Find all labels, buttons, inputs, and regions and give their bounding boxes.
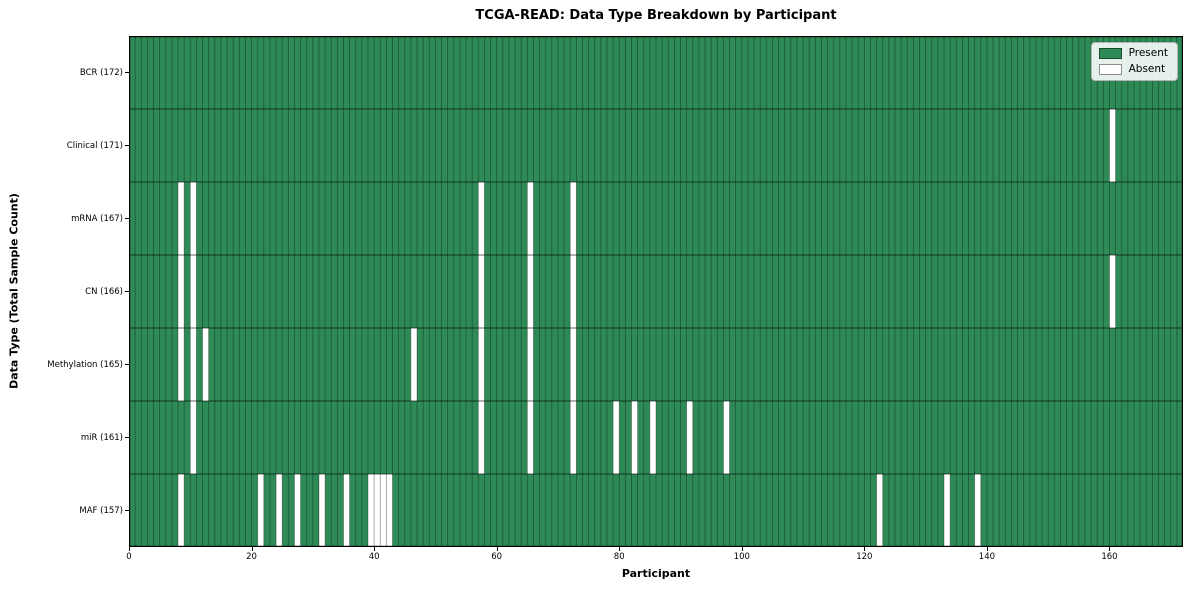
ytick-mark bbox=[125, 364, 129, 365]
absent-cell bbox=[178, 474, 185, 547]
absent-cell bbox=[367, 474, 375, 547]
absent-cell bbox=[570, 255, 577, 328]
ytick-mark bbox=[125, 145, 129, 146]
ytick-mark bbox=[125, 291, 129, 292]
absent-cell bbox=[613, 401, 620, 474]
xtick-label-140: 140 bbox=[978, 552, 996, 562]
absent-cell bbox=[190, 328, 197, 401]
xtick-label-160: 160 bbox=[1101, 552, 1118, 562]
ytick-label-CN: CN (166) bbox=[85, 286, 123, 297]
absent-cell bbox=[386, 474, 393, 547]
xtick-label-100: 100 bbox=[733, 552, 750, 562]
legend-absent-label: Absent bbox=[1128, 63, 1166, 75]
absent-cell bbox=[876, 474, 883, 547]
ytick-label-MAF: MAF (157) bbox=[79, 505, 123, 516]
chart-title: TCGA-READ: Data Type Breakdown by Partic… bbox=[475, 8, 837, 23]
legend-entry-present: Present bbox=[1098, 47, 1168, 59]
xtick-mark bbox=[864, 547, 866, 551]
xtick-mark bbox=[129, 547, 130, 551]
xtick-label-120: 120 bbox=[856, 552, 873, 562]
legend-entry-absent: Absent bbox=[1098, 63, 1168, 75]
absent-cell bbox=[374, 474, 381, 547]
absent-cell bbox=[190, 255, 197, 328]
absent-cell bbox=[527, 328, 534, 401]
ytick-label-BCR: BCR (172) bbox=[79, 67, 123, 78]
absent-cell bbox=[631, 401, 638, 474]
xtick-mark bbox=[986, 547, 988, 551]
absent-cell bbox=[178, 182, 185, 255]
absent-cell bbox=[318, 474, 326, 547]
present-swatch-icon bbox=[1098, 48, 1122, 59]
absent-cell bbox=[570, 182, 577, 255]
absent-swatch-icon bbox=[1098, 64, 1122, 75]
absent-cell bbox=[686, 401, 693, 474]
absent-cell bbox=[294, 474, 301, 547]
absent-cell bbox=[202, 328, 209, 401]
absent-cell bbox=[343, 474, 350, 547]
absent-cell bbox=[527, 255, 534, 328]
y-axis-label: Data Type (Total Sample Count) bbox=[7, 193, 21, 389]
ytick-mark bbox=[125, 510, 129, 511]
xtick-mark bbox=[1109, 547, 1111, 551]
ytick-mark bbox=[125, 437, 129, 438]
heatmap-plot-area bbox=[129, 36, 1183, 547]
absent-cell bbox=[527, 401, 534, 474]
legend-present-label: Present bbox=[1128, 47, 1168, 59]
absent-cell bbox=[190, 401, 197, 474]
ytick-label-Clinical: Clinical (171) bbox=[66, 140, 123, 151]
xtick-label-80: 80 bbox=[613, 552, 625, 562]
absent-cell bbox=[1109, 255, 1116, 328]
ytick-label-miR: miR (161) bbox=[80, 432, 123, 443]
absent-cell bbox=[478, 182, 485, 255]
xtick-label-20: 20 bbox=[246, 552, 257, 562]
absent-cell bbox=[649, 401, 656, 474]
absent-cell bbox=[276, 474, 283, 547]
x-axis-label: Participant bbox=[621, 567, 691, 580]
xtick-label-40: 40 bbox=[368, 552, 380, 562]
absent-cell bbox=[944, 474, 951, 547]
xtick-label-60: 60 bbox=[491, 552, 503, 562]
legend: Present Absent bbox=[1090, 42, 1178, 81]
xtick-mark bbox=[619, 547, 621, 551]
absent-cell bbox=[478, 255, 485, 328]
absent-cell bbox=[570, 401, 577, 474]
absent-cell bbox=[974, 474, 981, 547]
absent-cell bbox=[380, 474, 387, 547]
xtick-mark bbox=[374, 547, 376, 551]
ytick-mark bbox=[125, 72, 129, 73]
absent-cell bbox=[190, 182, 197, 255]
absent-cell bbox=[410, 328, 418, 401]
absent-cell bbox=[257, 474, 264, 547]
absent-cell bbox=[723, 401, 730, 474]
xtick-mark bbox=[496, 547, 498, 551]
absent-cell bbox=[478, 328, 485, 401]
heatmap-canvas bbox=[129, 36, 1183, 547]
absent-cell bbox=[478, 401, 485, 474]
absent-cell bbox=[570, 328, 577, 401]
ytick-label-Methylation: Methylation (165) bbox=[47, 359, 123, 370]
xtick-mark bbox=[251, 547, 253, 551]
ytick-label-mRNA: mRNA (167) bbox=[71, 213, 123, 224]
absent-cell bbox=[527, 182, 534, 255]
xtick-label-0: 0 bbox=[126, 552, 132, 562]
ytick-mark bbox=[125, 218, 129, 219]
absent-cell bbox=[178, 328, 185, 401]
absent-cell bbox=[178, 255, 185, 328]
absent-cell bbox=[1109, 109, 1116, 182]
xtick-mark bbox=[741, 547, 743, 551]
